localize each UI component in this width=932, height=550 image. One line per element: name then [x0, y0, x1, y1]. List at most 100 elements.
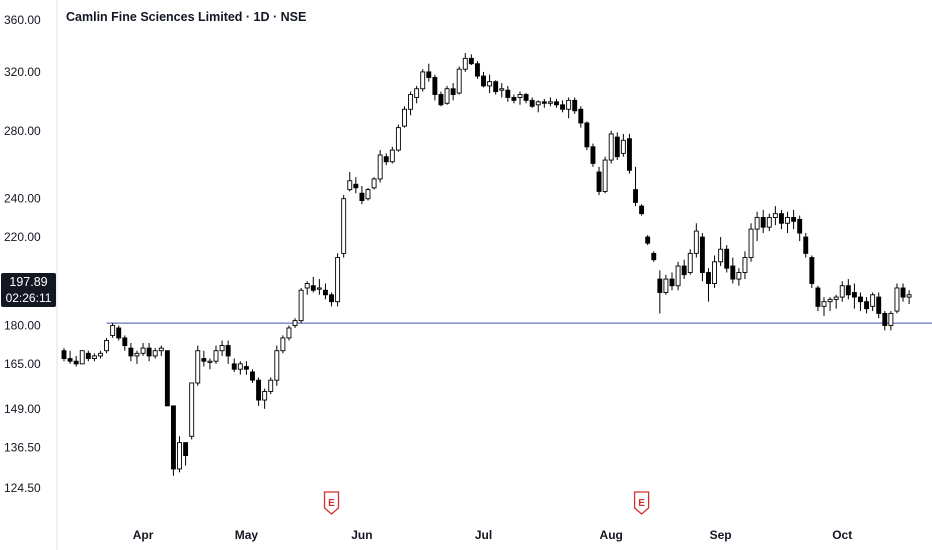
candle	[177, 436, 182, 473]
candle-body	[456, 68, 462, 94]
y-tick-label: 240.00	[4, 192, 41, 206]
candle	[189, 382, 195, 440]
candle-body	[778, 213, 784, 224]
candle-body	[73, 360, 79, 365]
candle-body	[170, 405, 176, 470]
candle	[712, 255, 718, 288]
candle	[584, 121, 590, 151]
candle-body	[669, 278, 675, 287]
candle	[681, 259, 687, 280]
candle-body	[687, 252, 693, 273]
candle-body	[870, 294, 876, 307]
candle	[444, 85, 450, 105]
candle-body	[639, 205, 645, 215]
y-tick-label: 165.00	[4, 357, 41, 371]
candle-body	[827, 298, 833, 303]
candle	[128, 342, 134, 362]
candle	[870, 292, 876, 312]
candle	[341, 195, 347, 258]
candle	[377, 150, 383, 183]
candle-body	[675, 265, 681, 287]
candle	[353, 177, 359, 194]
candle-body	[250, 371, 255, 381]
candle-body	[864, 301, 870, 310]
candle	[85, 350, 91, 362]
candle-body	[359, 192, 365, 202]
candle	[110, 323, 116, 338]
candle-body	[365, 189, 371, 200]
candle	[213, 345, 219, 364]
candle	[505, 85, 511, 102]
candle-body	[894, 287, 900, 312]
candle	[620, 133, 626, 157]
candle-body	[128, 347, 134, 357]
chart-title: Camlin Fine Sciences Limited · 1D · NSE	[66, 10, 307, 24]
candle	[645, 235, 651, 246]
candle-body	[706, 272, 711, 284]
candle-body	[85, 352, 91, 360]
candle-body	[146, 347, 152, 357]
candle-body	[310, 285, 316, 291]
candle	[900, 283, 906, 302]
candle	[730, 257, 736, 284]
candle-body	[426, 71, 432, 78]
candle	[596, 166, 602, 196]
candle-body	[177, 442, 182, 470]
candle	[262, 388, 268, 409]
candle-body	[523, 94, 529, 101]
earnings-marker-label: E	[328, 498, 335, 509]
candle	[839, 281, 845, 302]
candle-body	[414, 88, 420, 98]
earnings-marker[interactable]: E	[633, 491, 650, 515]
y-axis: 360.00 320.00 280.00 240.00 220.00 180.00 165.…	[4, 13, 41, 495]
candle-body	[341, 198, 347, 254]
candle	[772, 206, 778, 226]
x-tick-label: Jun	[351, 528, 372, 542]
candle	[742, 251, 748, 280]
candle	[256, 377, 262, 406]
candle	[791, 209, 797, 230]
candle-body	[614, 136, 620, 158]
candle-body	[809, 257, 815, 284]
candle	[61, 348, 67, 362]
y-tick-label: 320.00	[4, 65, 41, 79]
candle-body	[511, 96, 517, 101]
candle	[651, 251, 657, 262]
candle	[420, 69, 426, 92]
candle	[724, 245, 730, 273]
candle-body	[286, 327, 292, 339]
candle-body	[718, 248, 724, 263]
candle	[286, 325, 292, 341]
candle-body	[803, 236, 809, 254]
earnings-marker[interactable]: E	[323, 491, 340, 515]
candle-body	[110, 325, 116, 336]
y-tick-label: 360.00	[4, 13, 41, 27]
bar-countdown: 02:26:11	[5, 291, 52, 305]
candle-body	[505, 89, 511, 98]
candle	[243, 361, 249, 375]
candle-body	[797, 218, 803, 234]
candle	[547, 97, 553, 107]
candle	[219, 340, 225, 356]
candle	[760, 209, 766, 234]
candle-body	[906, 294, 912, 298]
x-tick-label: May	[235, 528, 259, 542]
candle	[578, 106, 584, 128]
candle	[748, 223, 754, 262]
x-tick-label: Sep	[710, 528, 732, 542]
candle-body	[876, 296, 882, 314]
candle-body	[122, 337, 128, 347]
candle	[146, 342, 152, 362]
candle-body	[304, 283, 310, 289]
candle	[785, 211, 790, 234]
candle	[894, 283, 900, 314]
candle	[250, 369, 255, 383]
candle-body	[468, 57, 474, 65]
candle	[395, 124, 401, 152]
candle-body	[195, 350, 201, 384]
earnings-marker-shape	[323, 491, 340, 515]
candle	[310, 276, 316, 293]
candle	[566, 97, 572, 119]
candle-body	[402, 108, 407, 127]
candle	[766, 213, 772, 232]
